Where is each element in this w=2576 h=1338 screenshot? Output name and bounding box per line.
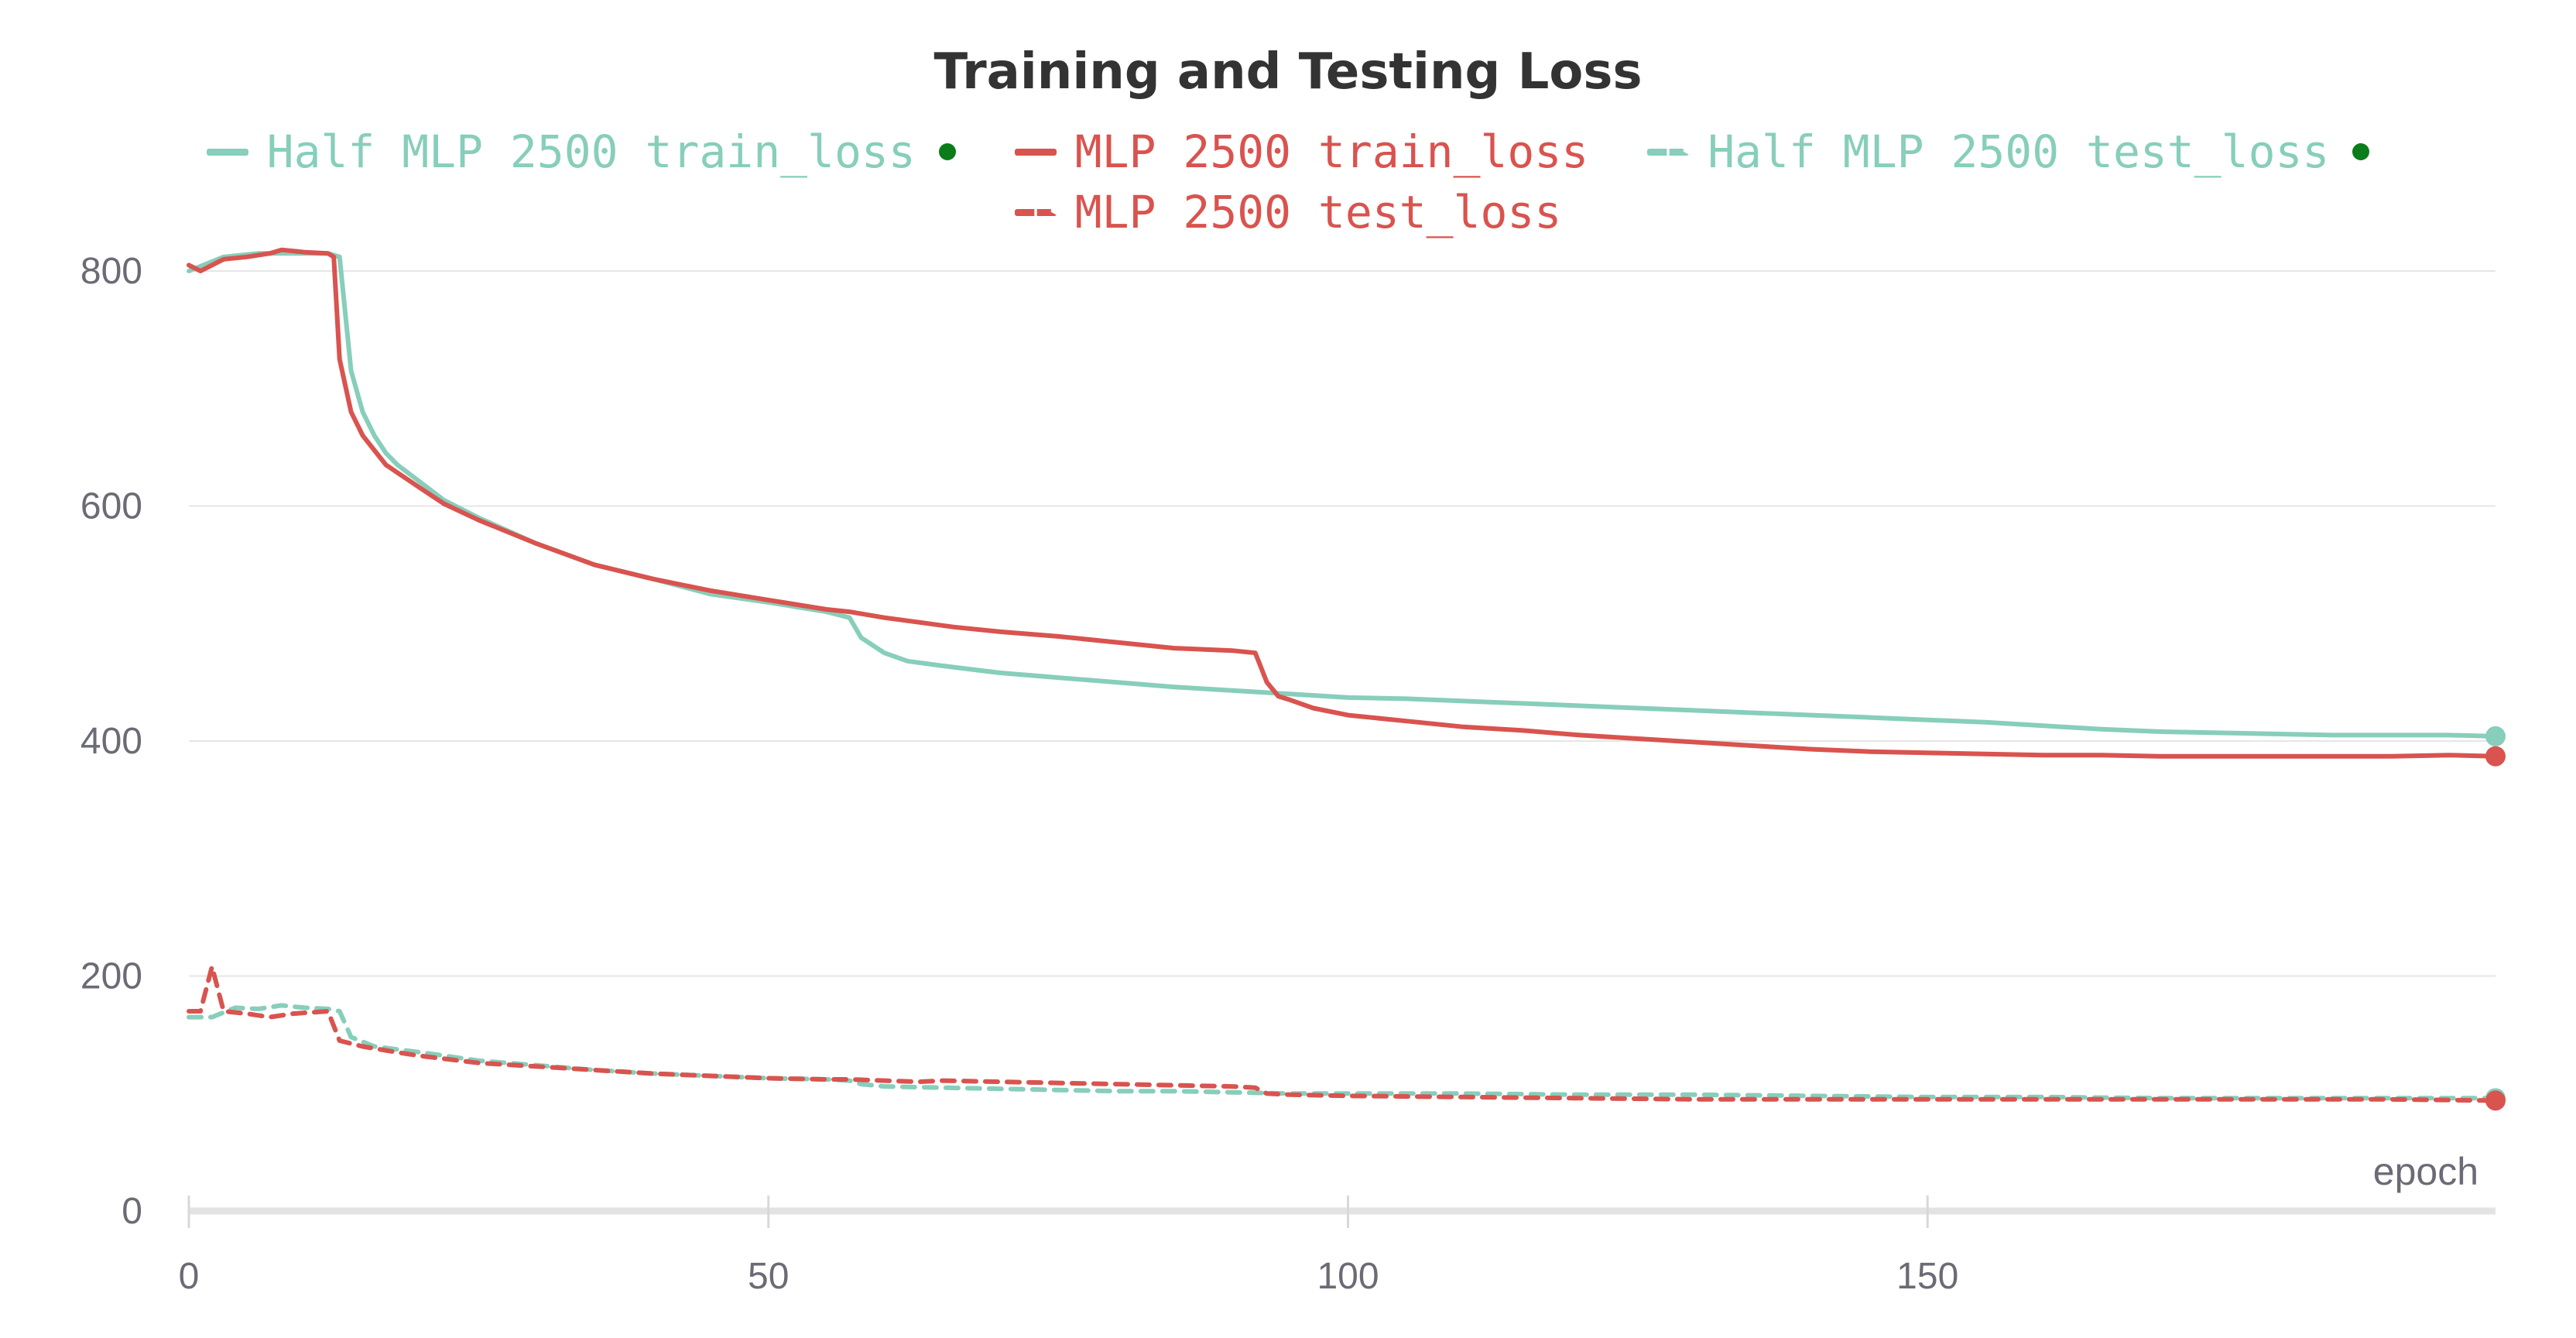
legend-swatch-half-mlp-test: [1647, 148, 1690, 156]
series-end-marker: [2485, 726, 2506, 746]
legend-swatch-mlp-test: [1014, 208, 1057, 216]
legend-label-half-mlp-train: Half MLP 2500 train_loss: [266, 125, 916, 178]
series-line-half-mlp-2500-train-loss: [187, 251, 2498, 739]
series-lines: [187, 247, 2498, 1103]
legend-label-half-mlp-test: Half MLP 2500 test_loss: [1708, 125, 2330, 178]
x-tick-label: 150: [1896, 1256, 1958, 1297]
legend-item-half-mlp-train[interactable]: Half MLP 2500 train_loss: [206, 125, 956, 178]
chart-title: Training and Testing Loss: [933, 43, 1643, 101]
series-end-marker: [2485, 746, 2506, 767]
legend-second-row: MLP 2500 test_loss: [0, 186, 2576, 238]
status-dot-icon: [2352, 143, 2370, 160]
y-tick-label: 400: [80, 721, 142, 762]
x-tick-label: 50: [748, 1256, 789, 1297]
legend-item-half-mlp-test[interactable]: Half MLP 2500 test_loss: [1647, 125, 2370, 178]
x-tick-label: 0: [179, 1256, 200, 1297]
y-tick-label: 0: [122, 1191, 142, 1232]
axes: 0 200 400 600 800 0 50 100 150 epoch: [80, 251, 2496, 1297]
legend-swatch-half-mlp-train: [206, 148, 248, 156]
grid: [189, 270, 2496, 977]
legend-item-mlp-test[interactable]: MLP 2500 test_loss: [1014, 186, 1562, 238]
y-tick-label: 200: [80, 956, 142, 997]
series-line-half-mlp-2500-test-loss: [187, 1003, 2498, 1101]
legend-swatch-mlp-train: [1014, 148, 1057, 156]
x-axis-label: epoch: [2373, 1150, 2478, 1193]
legend-label-mlp-test: MLP 2500 test_loss: [1074, 186, 1562, 238]
legend-label-mlp-train: MLP 2500 train_loss: [1074, 125, 1589, 178]
end-markers: [2485, 726, 2506, 1111]
status-dot-icon: [938, 143, 956, 160]
y-tick-label: 800: [80, 251, 142, 292]
legend-item-mlp-train[interactable]: MLP 2500 train_loss: [1014, 125, 1589, 178]
legend: Half MLP 2500 train_loss MLP 2500 train_…: [0, 125, 2576, 178]
y-tick-label: 600: [80, 486, 142, 527]
series-end-marker: [2485, 1090, 2506, 1111]
series-line-mlp-2500-train-loss: [187, 247, 2498, 759]
series-line-mlp-2500-test-loss: [187, 964, 2498, 1103]
x-tick-label: 100: [1317, 1256, 1379, 1297]
